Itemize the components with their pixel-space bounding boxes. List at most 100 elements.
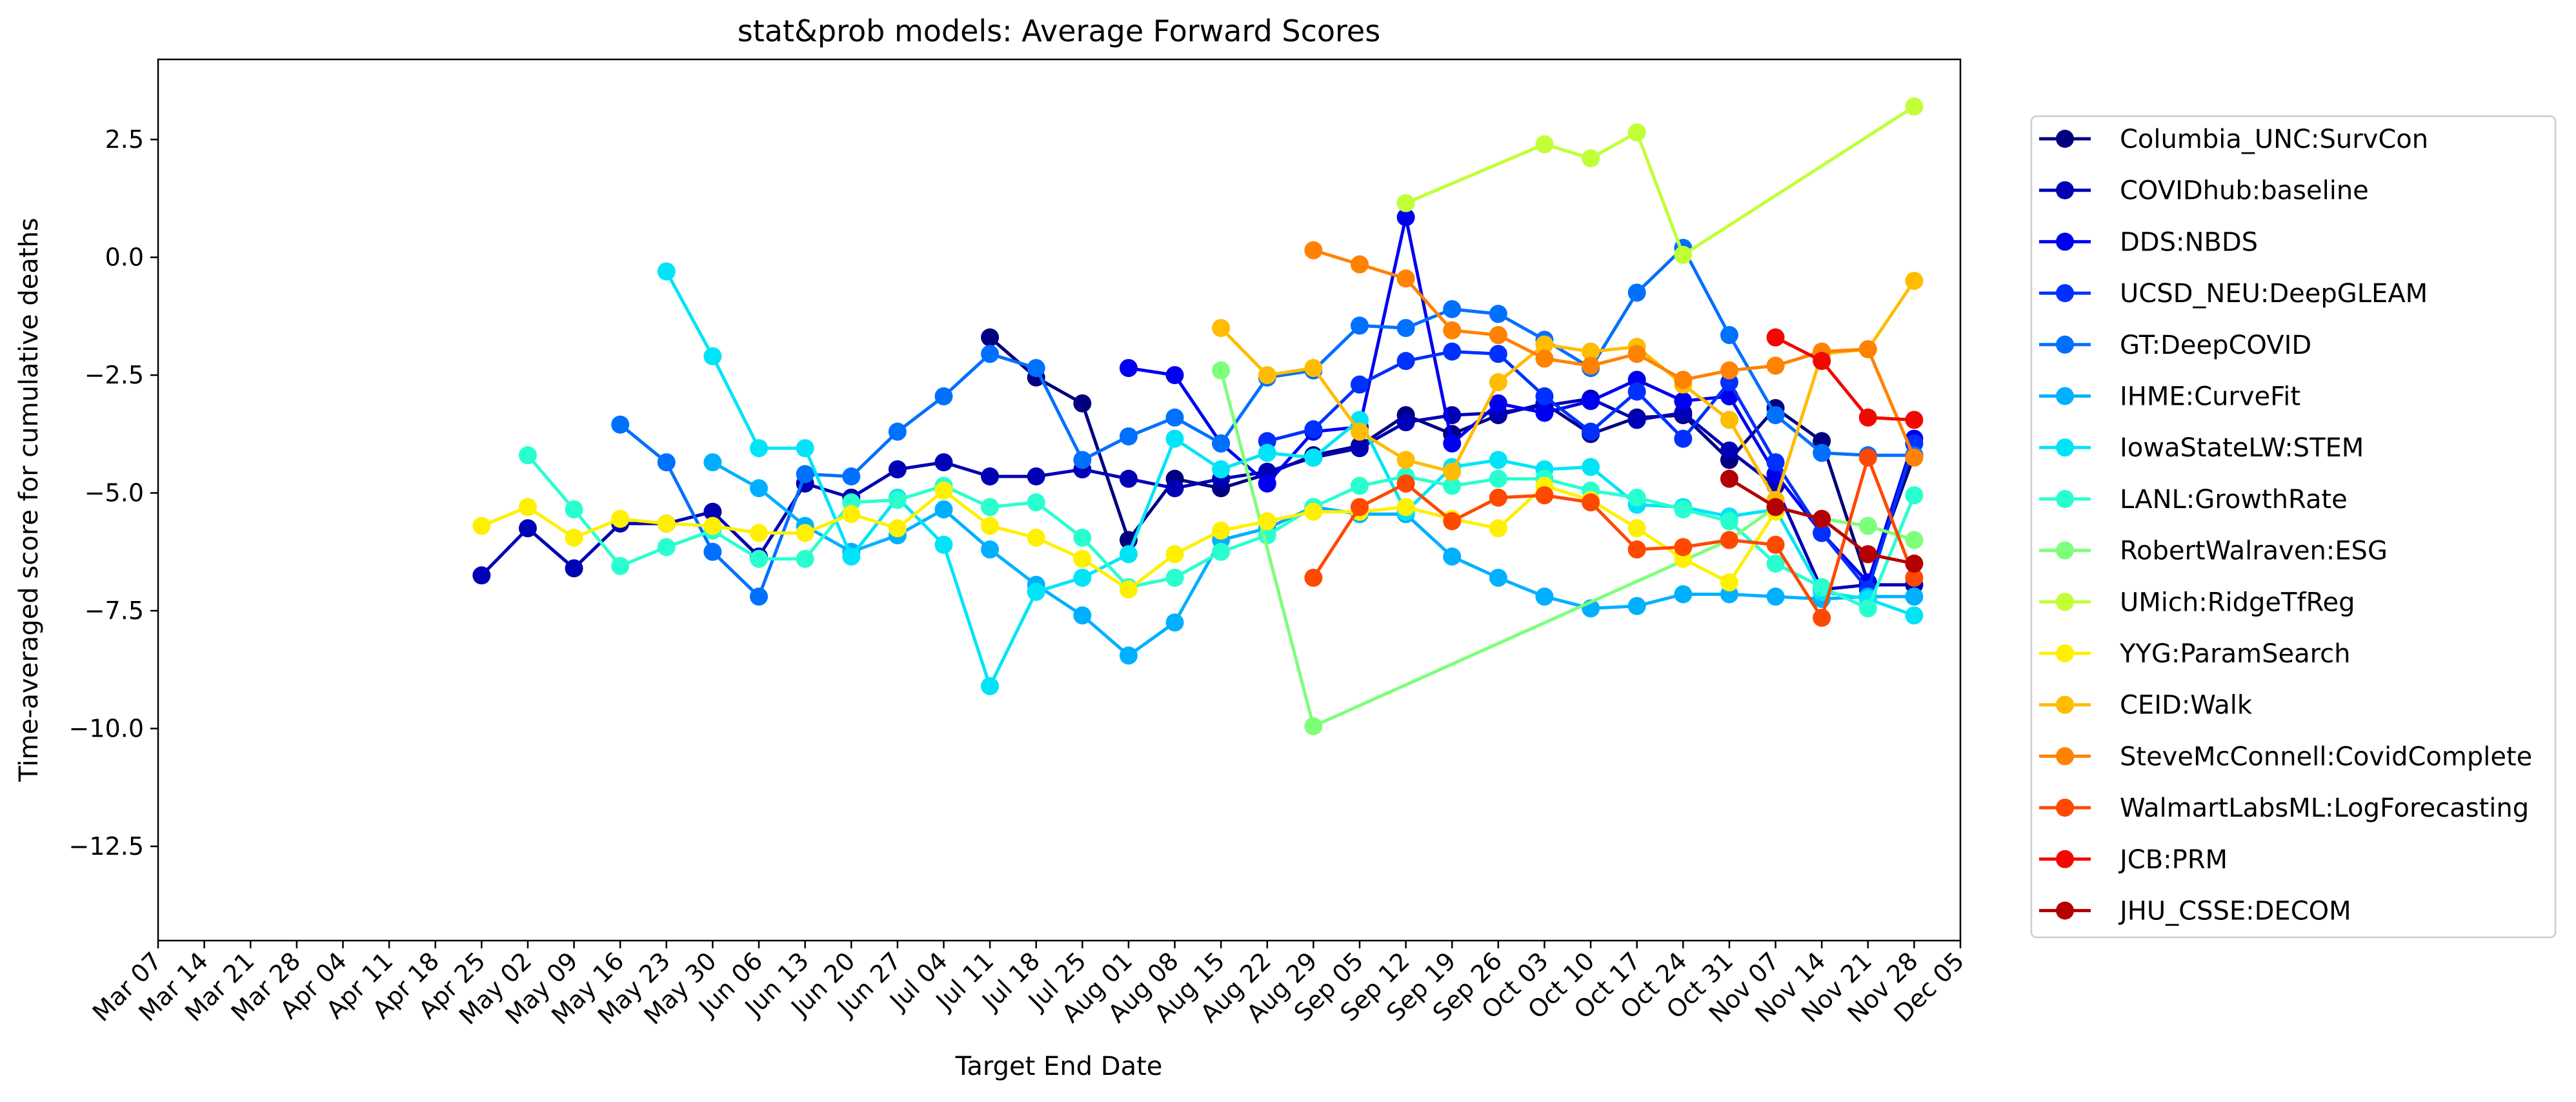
data-point (1212, 542, 1231, 561)
legend-item: IowaStateLW:STEM (2039, 433, 2364, 463)
data-point (518, 519, 537, 538)
y-tick-label: −2.5 (85, 361, 144, 389)
data-point (981, 328, 1000, 347)
data-point (1351, 375, 1369, 394)
data-point (1813, 578, 1831, 597)
data-point (1766, 356, 1785, 375)
legend-label: JHU_CSSE:DECOM (2118, 897, 2351, 926)
data-point (565, 528, 583, 547)
y-tick-label: 2.5 (105, 125, 144, 154)
data-point (1212, 434, 1231, 453)
data-point (1119, 545, 1138, 564)
data-point (750, 524, 768, 542)
series-line (1128, 216, 1916, 584)
data-point (1535, 135, 1554, 154)
data-point (1489, 373, 1507, 392)
data-point (1396, 319, 1415, 338)
data-point (1766, 406, 1785, 425)
series-13 (1304, 448, 1924, 627)
data-point (1858, 599, 1877, 618)
data-point (1027, 528, 1045, 547)
legend-item: GT:DeepCOVID (2039, 331, 2311, 360)
data-point (1073, 528, 1092, 547)
legend-item: JCB:PRM (2039, 845, 2228, 875)
data-point (1027, 493, 1045, 512)
data-point (1905, 411, 1924, 429)
legend-marker (2056, 644, 2074, 662)
data-point (934, 453, 953, 472)
data-point (1858, 408, 1877, 427)
legend-item: IHME:CurveFit (2039, 382, 2300, 412)
data-point (1489, 394, 1507, 413)
legend-marker (2056, 387, 2074, 405)
series-9 (1396, 97, 1924, 264)
data-point (934, 500, 953, 519)
data-point (1674, 245, 1693, 264)
y-axis: 2.5 0.0 −2.5 −5.0 −7.5 −10.0 −12.5 (69, 125, 158, 861)
series-line (1312, 456, 1916, 620)
data-point (1905, 272, 1924, 291)
legend-marker (2056, 130, 2074, 148)
data-point (1582, 422, 1600, 441)
legend-marker (2056, 438, 2074, 457)
data-point (703, 542, 722, 561)
plot-frame (157, 58, 1962, 942)
data-point (1489, 488, 1507, 507)
data-point (1443, 512, 1462, 531)
data-point (888, 491, 907, 509)
data-point (1396, 451, 1415, 469)
data-point (611, 509, 630, 528)
data-point (842, 467, 861, 486)
data-point (1858, 516, 1877, 535)
data-point (1535, 349, 1554, 368)
legend-label: RobertWalraven:ESG (2120, 536, 2388, 566)
data-point (750, 549, 768, 568)
legend-marker (2056, 335, 2074, 354)
data-point (1813, 608, 1831, 627)
data-point (981, 345, 1000, 363)
data-point (842, 505, 861, 524)
y-tick-label: −10.0 (69, 715, 144, 743)
data-point (1766, 498, 1785, 516)
data-point (1535, 335, 1554, 354)
data-point (1720, 441, 1738, 460)
data-point (1119, 469, 1138, 488)
data-point (1304, 359, 1323, 378)
legend-marker (2056, 850, 2074, 868)
legend-marker (2056, 695, 2074, 714)
data-point (1165, 408, 1184, 427)
legend: Columbia_UNC:SurvCon COVIDhub:baseline DDS… (2030, 115, 2557, 939)
data-point (1582, 493, 1600, 512)
legend-item: JHU_CSSE:DECOM (2039, 897, 2351, 926)
data-point (1813, 509, 1831, 528)
data-point (1858, 448, 1877, 467)
data-point (1766, 587, 1785, 606)
data-point (934, 387, 953, 405)
data-point (1535, 587, 1554, 606)
legend-item: YYG:ParamSearch (2039, 639, 2351, 669)
data-point (1258, 474, 1276, 493)
y-tick-label: −12.5 (69, 832, 144, 861)
data-point (1905, 97, 1924, 116)
data-point (703, 516, 722, 535)
y-tick-label: 0.0 (105, 243, 144, 272)
data-point (981, 677, 1000, 695)
data-point (1351, 422, 1369, 441)
legend-item: RobertWalraven:ESG (2039, 536, 2388, 566)
data-point (1674, 371, 1693, 389)
data-point (1443, 476, 1462, 495)
legend-label: SteveMcConnell:CovidComplete (2120, 742, 2532, 771)
data-point (1304, 717, 1323, 735)
data-point (1720, 326, 1738, 345)
data-point (1858, 545, 1877, 564)
data-point (1905, 568, 1924, 587)
data-point (1073, 568, 1092, 587)
data-point (657, 514, 676, 533)
legend-marker (2056, 284, 2074, 303)
data-point (1627, 540, 1646, 559)
y-axis-label: Time-averaged score for cumulative death… (14, 218, 44, 782)
data-point (1766, 453, 1785, 472)
legend-item: CEID:Walk (2039, 691, 2253, 720)
data-point (1720, 531, 1738, 549)
